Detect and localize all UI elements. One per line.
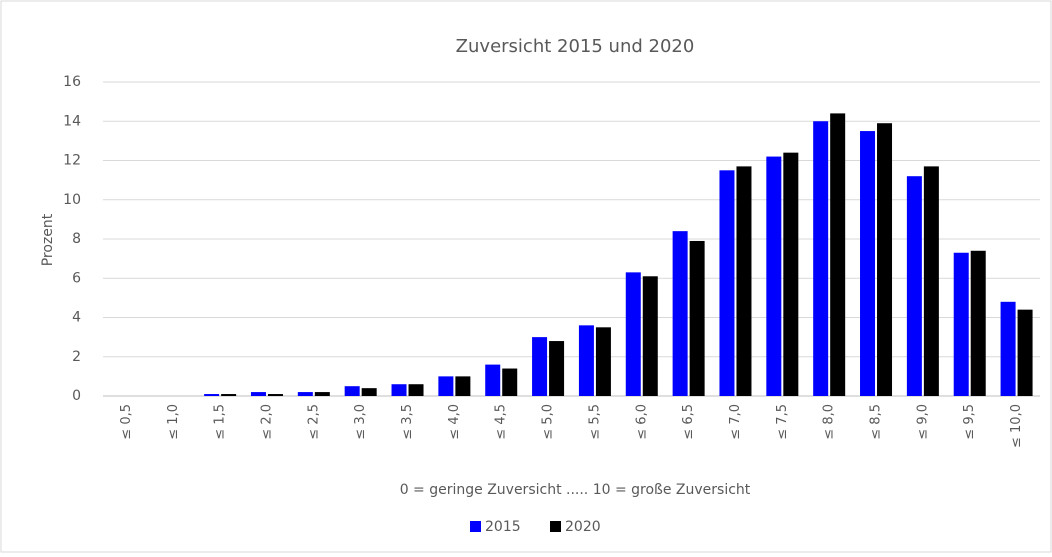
bar	[595, 327, 611, 396]
chart-title: Zuversicht 2015 und 2020	[456, 36, 695, 57]
bar	[860, 131, 876, 396]
bar	[923, 166, 939, 396]
y-tick-label: 0	[72, 388, 81, 404]
bar	[438, 376, 454, 396]
bar	[672, 231, 688, 396]
bar	[953, 252, 969, 396]
x-tick-label: ≤ 6,5	[681, 404, 696, 440]
x-tick-label: ≤ 5,0	[541, 404, 556, 440]
y-tick-label: 10	[63, 192, 81, 208]
bar	[267, 394, 283, 396]
bar	[766, 156, 782, 396]
y-tick-label: 2	[72, 349, 81, 365]
y-tick-label: 6	[72, 270, 81, 286]
legend-swatch	[550, 521, 561, 532]
x-tick-label: ≤ 8,0	[822, 404, 837, 440]
bar	[361, 388, 377, 396]
x-tick-label: ≤ 4,0	[447, 404, 462, 440]
bar	[391, 384, 407, 396]
y-tick-label: 12	[63, 153, 81, 169]
x-tick-label: ≤ 9,0	[915, 404, 930, 440]
bar	[719, 170, 735, 396]
x-tick-label: ≤ 7,5	[775, 404, 790, 440]
x-tick-label: ≤ 1,0	[166, 404, 181, 440]
x-tick-label: ≤ 10,0	[1009, 404, 1024, 448]
bar	[408, 384, 424, 396]
bar	[625, 272, 641, 396]
bar	[297, 392, 313, 396]
bar	[689, 240, 705, 396]
bar	[906, 176, 922, 396]
bar	[1017, 309, 1033, 396]
bar	[736, 166, 752, 396]
x-tick-label: ≤ 4,5	[494, 404, 509, 440]
bar	[578, 325, 594, 396]
y-axis-label: Prozent	[40, 213, 56, 266]
bar	[204, 394, 220, 396]
bar	[485, 364, 501, 396]
y-tick-label: 8	[72, 231, 81, 247]
bar	[532, 337, 548, 396]
x-tick-label: ≤ 6,0	[634, 404, 649, 440]
y-tick-label: 4	[72, 310, 81, 326]
bar	[502, 368, 518, 396]
x-tick-label: ≤ 1,5	[213, 404, 228, 440]
bar	[314, 392, 330, 396]
x-axis-label: 0 = geringe Zuversicht ..... 10 = große …	[400, 482, 751, 498]
bar	[813, 121, 829, 396]
x-tick-label: ≤ 8,5	[869, 404, 884, 440]
x-tick-label: ≤ 5,5	[587, 404, 602, 440]
bar	[1000, 301, 1016, 396]
bar	[455, 376, 471, 396]
bar	[221, 394, 237, 396]
x-tick-label: ≤ 2,0	[259, 404, 274, 440]
bar	[549, 341, 565, 396]
bar	[783, 152, 799, 396]
y-tick-label: 14	[63, 113, 81, 129]
bar	[970, 250, 986, 396]
x-tick-label: ≤ 9,5	[962, 404, 977, 440]
bar	[344, 386, 360, 396]
x-tick-label: ≤ 3,5	[400, 404, 415, 440]
y-tick-label: 16	[63, 74, 81, 90]
x-tick-label: ≤ 0,5	[119, 404, 134, 440]
bar	[250, 392, 266, 396]
x-tick-label: ≤ 7,0	[728, 404, 743, 440]
bar	[642, 276, 658, 396]
bar	[830, 113, 846, 397]
bar	[877, 123, 893, 397]
x-tick-label: ≤ 2,5	[306, 404, 321, 440]
legend-swatch	[470, 521, 481, 532]
legend-label: 2020	[565, 519, 601, 535]
x-tick-label: ≤ 3,0	[353, 404, 368, 440]
legend-label: 2015	[485, 519, 521, 535]
